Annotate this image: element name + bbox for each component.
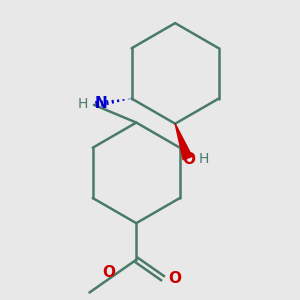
Text: H: H — [199, 152, 209, 166]
Text: N: N — [94, 96, 107, 111]
Text: O: O — [102, 265, 116, 280]
Text: H: H — [77, 97, 88, 111]
Text: O: O — [169, 271, 182, 286]
Text: O: O — [182, 152, 195, 167]
Polygon shape — [175, 124, 192, 160]
